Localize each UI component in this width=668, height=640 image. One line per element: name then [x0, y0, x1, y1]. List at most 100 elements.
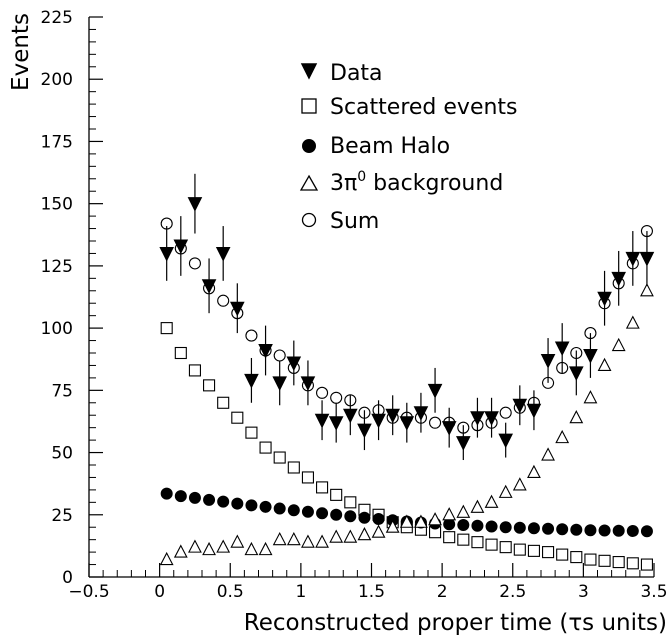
data-point [258, 344, 273, 359]
3-background-point [527, 464, 541, 479]
x-tick-label: 3 [578, 582, 589, 602]
beam-halo-point [217, 495, 230, 508]
legend-label-beam-halo: Beam Halo [330, 134, 450, 159]
beam-halo-point [231, 497, 244, 510]
3-background-point [173, 544, 188, 558]
3-background-point [399, 514, 414, 528]
3-background-point [611, 337, 626, 352]
beam-halo-point [188, 491, 201, 504]
3-background-point [272, 531, 287, 546]
3-background-point [357, 526, 372, 541]
sum-point [429, 416, 442, 429]
3-background-point [329, 529, 344, 543]
x-tick-label: 1.5 [358, 582, 385, 602]
y-tick-label: 225 [41, 8, 73, 28]
scattered-events-point [160, 322, 173, 335]
beam-halo-point [499, 521, 512, 534]
scattered-events-point [485, 538, 498, 551]
legend-item-sum: Sum [301, 209, 379, 234]
data-point [286, 356, 302, 372]
3-background-point [414, 514, 428, 528]
data-point [625, 251, 641, 267]
3-background-point [188, 539, 202, 553]
y-tick-label: 100 [41, 319, 73, 339]
3-background-point [230, 534, 245, 548]
data-point [526, 403, 542, 419]
data-point [314, 413, 330, 429]
beam-halo-point [273, 502, 286, 515]
scattered-events-point [301, 471, 314, 484]
x-tick-label: 2 [437, 582, 448, 602]
data-point [357, 423, 372, 439]
x-tick-label: −0.5 [68, 582, 109, 602]
3-background-point [159, 551, 174, 566]
legend-item-data: Data [300, 61, 383, 86]
scattered-events-point [231, 411, 244, 424]
scattered-events-point [626, 557, 639, 570]
beam-halo-point [612, 524, 625, 537]
data-point [498, 433, 513, 449]
3-background-point [428, 512, 442, 526]
x-tick-label: 1 [295, 582, 306, 602]
data-point [413, 406, 429, 421]
data-point [484, 411, 499, 426]
beam-halo-point [457, 518, 470, 531]
legend-label-scattered: Scattered events [330, 95, 518, 120]
3-background-point [371, 524, 386, 538]
beam-halo-point [584, 524, 597, 537]
beam-halo-point [372, 513, 385, 526]
beam-halo-point [203, 493, 216, 506]
legend: Data Scattered events Beam Halo 3π0 back… [299, 61, 518, 234]
beam-halo-point [485, 520, 498, 533]
legend-label-sum: Sum [330, 209, 379, 234]
scattered-events-point [316, 481, 329, 494]
scattered-events-point [217, 396, 230, 409]
scattered-events-point [287, 461, 300, 474]
scattered-events-point [174, 346, 187, 360]
data-point [300, 376, 316, 391]
scattered-events-point [570, 551, 583, 564]
3-background-point [583, 390, 598, 404]
data-point [159, 246, 174, 262]
3-background-point [286, 531, 301, 546]
legend-marker-beam-halo [302, 139, 316, 153]
y-tick-label: 150 [41, 195, 73, 215]
data-point [244, 373, 259, 389]
beam-halo-point [301, 505, 314, 518]
data-point [328, 416, 344, 431]
scattered-events-point [598, 554, 611, 567]
beam-halo-point [513, 521, 526, 534]
data-point [215, 246, 231, 262]
3-background-point [470, 499, 485, 513]
data-point [456, 436, 471, 451]
beam-halo-point [287, 504, 300, 517]
data-point [583, 348, 598, 364]
data-marks [159, 173, 655, 571]
data-point [597, 291, 612, 307]
scattered-events-point [457, 533, 470, 546]
sum-point [245, 329, 258, 342]
beam-halo-point [626, 524, 639, 537]
data-point [611, 271, 626, 287]
scattered-events-point [273, 451, 286, 464]
data-point [427, 383, 443, 399]
scattered-events-point [527, 544, 540, 557]
scattered-events-point [513, 543, 526, 556]
sum-point [217, 294, 230, 307]
3-background-point [258, 541, 273, 556]
beam-halo-point [527, 522, 540, 535]
3-background-point [625, 315, 640, 329]
beam-halo-point [556, 523, 569, 536]
beam-halo-point [160, 487, 173, 500]
data-point [187, 197, 203, 212]
sum-point [316, 386, 329, 399]
tick-marks [88, 16, 655, 578]
data-point [512, 398, 528, 414]
beam-halo-point [358, 511, 371, 524]
legend-marker-data [300, 63, 318, 80]
y-tick-label: 0 [62, 568, 73, 588]
data-point [201, 279, 217, 294]
3-background-point [315, 534, 329, 548]
beam-halo-point [443, 518, 456, 531]
sum-point [330, 391, 343, 404]
